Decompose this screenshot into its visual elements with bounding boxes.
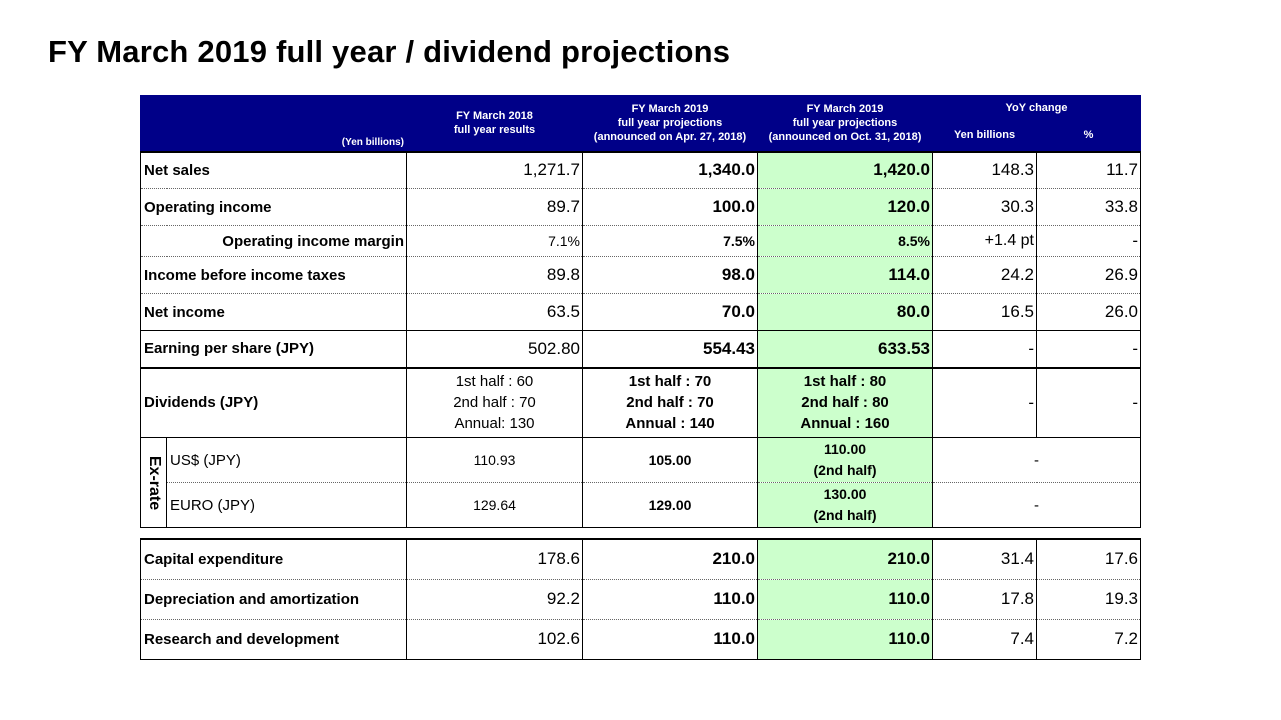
exrate-label: Ex-rate bbox=[140, 437, 167, 528]
cell-apr: 554.43 bbox=[582, 330, 758, 368]
capex-table: Capital expenditure 178.6 210.0 210.0 31… bbox=[140, 538, 1141, 660]
cell-yoy-yen: - bbox=[932, 366, 1037, 438]
cell-yoy-pct: 33.8 bbox=[1036, 188, 1141, 226]
cell-yoy-pct: - bbox=[1036, 366, 1141, 438]
cell-fy2018: 110.93 bbox=[406, 437, 583, 483]
cell-yoy: - bbox=[932, 437, 1141, 483]
header-proj-oct: FY March 2019 full year projections (annou… bbox=[757, 95, 933, 152]
page-title: FY March 2019 full year / dividend proje… bbox=[48, 34, 731, 69]
cell-yoy-yen: 148.3 bbox=[932, 150, 1037, 189]
cell-apr: 98.0 bbox=[582, 256, 758, 294]
cell-yoy: - bbox=[932, 482, 1141, 528]
cell-fy2018: 1st half : 60 2nd half : 70 Annual: 130 bbox=[406, 366, 583, 438]
cell-fy2018: 7.1% bbox=[406, 225, 583, 257]
header-yoy-yen: Yen billions bbox=[932, 119, 1037, 152]
cell-fy2018: 178.6 bbox=[406, 538, 583, 579]
exrate-row-usd: Ex-rate US$ (JPY) 110.93 105.00 110.00 (2… bbox=[140, 437, 1141, 528]
cell-oct: 80.0 bbox=[757, 293, 933, 331]
cell-fy2018: 63.5 bbox=[406, 293, 583, 331]
cell-oct: 8.5% bbox=[757, 225, 933, 257]
row-label: Research and development bbox=[140, 618, 407, 660]
cell-apr: 1,340.0 bbox=[582, 150, 758, 189]
cell-fy2018: 502.80 bbox=[406, 330, 583, 368]
cell-fy2018: 89.8 bbox=[406, 256, 583, 294]
row-label: Net sales bbox=[140, 150, 407, 189]
cell-yoy-pct: 11.7 bbox=[1036, 150, 1141, 189]
cell-apr: 1st half : 70 2nd half : 70 Annual : 140 bbox=[582, 366, 758, 438]
table-row: Income before income taxes 89.8 98.0 114… bbox=[140, 256, 1141, 294]
cell-oct: 633.53 bbox=[757, 330, 933, 368]
row-label: Earning per share (JPY) bbox=[140, 330, 407, 368]
cell-fy2018: 102.6 bbox=[406, 618, 583, 660]
table-row: Operating income margin 7.1% 7.5% 8.5% +… bbox=[140, 225, 1141, 257]
cell-yoy-pct: 26.0 bbox=[1036, 293, 1141, 331]
row-label: EURO (JPY) bbox=[166, 482, 407, 528]
cell-yoy-pct: - bbox=[1036, 225, 1141, 257]
unit-header: (Yen billions) bbox=[140, 95, 407, 152]
table-row: Depreciation and amortization 92.2 110.0… bbox=[140, 578, 1141, 619]
cell-yoy-yen: - bbox=[932, 330, 1037, 368]
cell-oct: 110.0 bbox=[757, 618, 933, 660]
cell-fy2018: 129.64 bbox=[406, 482, 583, 528]
header-yoy: YoY change bbox=[932, 95, 1141, 120]
table-row: Net income 63.5 70.0 80.0 16.5 26.0 bbox=[140, 293, 1141, 331]
cell-fy2018: 89.7 bbox=[406, 188, 583, 226]
table-row: Capital expenditure 178.6 210.0 210.0 31… bbox=[140, 538, 1141, 579]
cell-apr: 210.0 bbox=[582, 538, 758, 579]
cell-yoy-yen: 31.4 bbox=[932, 538, 1037, 579]
row-label: Depreciation and amortization bbox=[140, 578, 407, 619]
cell-fy2018: 1,271.7 bbox=[406, 150, 583, 189]
header-yoy-pct: % bbox=[1036, 119, 1141, 152]
cell-yoy-yen: 17.8 bbox=[932, 578, 1037, 619]
cell-oct: 110.0 bbox=[757, 578, 933, 619]
row-label: US$ (JPY) bbox=[166, 437, 407, 483]
cell-oct: 110.00 (2nd half) bbox=[757, 437, 933, 483]
dividends-row: Dividends (JPY) 1st half : 60 2nd half : … bbox=[140, 366, 1141, 438]
table-row: Earning per share (JPY) 502.80 554.43 63… bbox=[140, 330, 1141, 368]
cell-oct: 210.0 bbox=[757, 538, 933, 579]
cell-yoy-yen: 30.3 bbox=[932, 188, 1037, 226]
cell-apr: 70.0 bbox=[582, 293, 758, 331]
cell-yoy-yen: 24.2 bbox=[932, 256, 1037, 294]
row-label: Capital expenditure bbox=[140, 538, 407, 579]
cell-apr: 110.0 bbox=[582, 578, 758, 619]
cell-yoy-pct: 19.3 bbox=[1036, 578, 1141, 619]
cell-oct: 114.0 bbox=[757, 256, 933, 294]
projections-table: (Yen billions) FY March 2018 full year re… bbox=[140, 95, 1141, 528]
cell-yoy-pct: - bbox=[1036, 330, 1141, 368]
exrate-row-eur: EURO (JPY) 129.64 129.00 130.00 (2nd half… bbox=[141, 482, 1141, 528]
cell-apr: 100.0 bbox=[582, 188, 758, 226]
row-label: Operating income bbox=[140, 188, 407, 226]
table-row: Net sales 1,271.7 1,340.0 1,420.0 148.3 … bbox=[140, 150, 1141, 189]
cell-apr: 129.00 bbox=[582, 482, 758, 528]
cell-yoy-yen: 16.5 bbox=[932, 293, 1037, 331]
row-label: Income before income taxes bbox=[140, 256, 407, 294]
cell-apr: 7.5% bbox=[582, 225, 758, 257]
cell-yoy-yen: +1.4 pt bbox=[932, 225, 1037, 257]
table-row: Research and development 102.6 110.0 110… bbox=[140, 618, 1141, 660]
row-label: Net income bbox=[140, 293, 407, 331]
cell-apr: 105.00 bbox=[582, 437, 758, 483]
cell-fy2018: 92.2 bbox=[406, 578, 583, 619]
cell-yoy-pct: 26.9 bbox=[1036, 256, 1141, 294]
header-proj-apr: FY March 2019 full year projections (annou… bbox=[582, 95, 758, 152]
cell-oct: 1st half : 80 2nd half : 80 Annual : 160 bbox=[757, 366, 933, 438]
row-label: Dividends (JPY) bbox=[140, 366, 407, 438]
cell-oct: 120.0 bbox=[757, 188, 933, 226]
cell-oct: 1,420.0 bbox=[757, 150, 933, 189]
row-label: Operating income margin bbox=[140, 225, 407, 257]
cell-yoy-yen: 7.4 bbox=[932, 618, 1037, 660]
cell-yoy-pct: 7.2 bbox=[1036, 618, 1141, 660]
table-row: Operating income 89.7 100.0 120.0 30.3 3… bbox=[140, 188, 1141, 226]
cell-oct: 130.00 (2nd half) bbox=[757, 482, 933, 528]
cell-yoy-pct: 17.6 bbox=[1036, 538, 1141, 579]
cell-apr: 110.0 bbox=[582, 618, 758, 660]
header-fy2018: FY March 2018 full year results bbox=[406, 95, 583, 152]
